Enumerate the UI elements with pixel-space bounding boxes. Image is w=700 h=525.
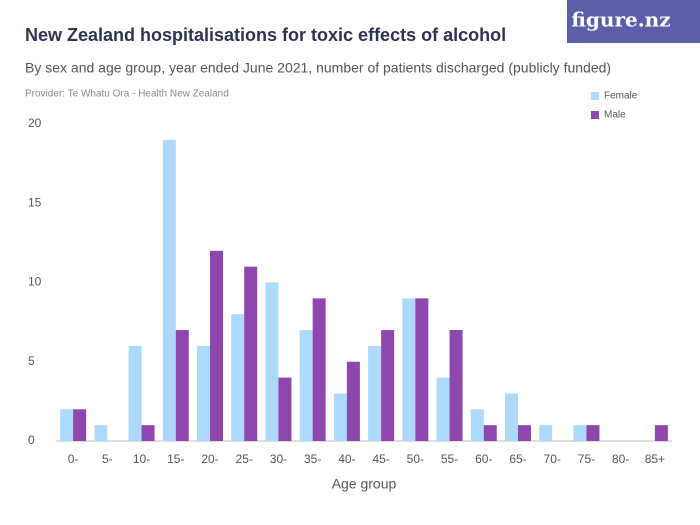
x-tick-label: 75-: [578, 452, 595, 466]
bar: [278, 377, 292, 441]
bar: [128, 345, 142, 441]
bar: [518, 425, 531, 441]
bar: [539, 425, 553, 441]
bar: [381, 330, 395, 441]
legend-label: Female: [604, 91, 638, 102]
bar: [94, 425, 108, 441]
x-tick-label: 70-: [544, 452, 561, 466]
bar: [60, 409, 74, 441]
x-tick-label: 50-: [407, 452, 424, 466]
legend-swatch: [591, 92, 599, 100]
x-tick-label: 0-: [68, 452, 79, 466]
source: Provider: Te Whatu Ora - Health New Zeal…: [25, 89, 229, 100]
bar: [449, 330, 463, 441]
bar: [333, 393, 347, 441]
brand: figure.nz: [571, 8, 670, 32]
bar: [505, 393, 518, 441]
x-tick-label: 60-: [475, 452, 492, 466]
bar: [470, 409, 484, 441]
x-axis-title: Age group: [332, 476, 397, 492]
bar: [573, 425, 587, 441]
legend-swatch: [591, 111, 599, 119]
bar: [265, 282, 279, 441]
bar: [436, 377, 450, 441]
bar: [73, 409, 87, 441]
x-tick-label: 15-: [167, 452, 184, 466]
x-tick-label: 85+: [645, 452, 665, 466]
bar: [175, 330, 189, 441]
bar: [346, 361, 360, 441]
y-tick-label: 0: [28, 433, 35, 447]
y-tick-label: 15: [28, 195, 42, 209]
bar: [162, 139, 176, 441]
bar: [402, 298, 416, 441]
x-tick-label: 35-: [304, 452, 321, 466]
chart-title: New Zealand hospitalisations for toxic e…: [25, 25, 506, 45]
bar: [141, 425, 155, 441]
legend-label: Male: [604, 110, 626, 121]
y-tick-label: 20: [28, 116, 42, 130]
bar: [415, 298, 429, 441]
x-tick-label: 65-: [509, 452, 526, 466]
y-tick-label: 5: [28, 354, 35, 368]
bar: [231, 314, 245, 441]
x-tick-label: 80-: [612, 452, 629, 466]
x-tick-label: 20-: [201, 452, 218, 466]
x-tick-label: 45-: [372, 452, 389, 466]
bar: [244, 266, 258, 441]
bar: [197, 345, 210, 441]
bar: [483, 425, 497, 441]
x-tick-label: 55-: [441, 452, 458, 466]
x-tick-label: 40-: [338, 452, 355, 466]
brand-box: [567, 0, 700, 43]
bar: [654, 425, 668, 441]
x-tick-label: 25-: [236, 452, 253, 466]
x-tick-label: 30-: [270, 452, 287, 466]
bar: [299, 330, 313, 441]
bar: [368, 345, 382, 441]
bar: [586, 425, 600, 441]
x-tick-label: 5-: [102, 452, 113, 466]
x-tick-label: 10-: [133, 452, 150, 466]
y-tick-label: 10: [28, 275, 42, 289]
chart-subtitle: By sex and age group, year ended June 20…: [25, 60, 611, 76]
bar: [312, 298, 326, 441]
bar: [210, 250, 223, 441]
